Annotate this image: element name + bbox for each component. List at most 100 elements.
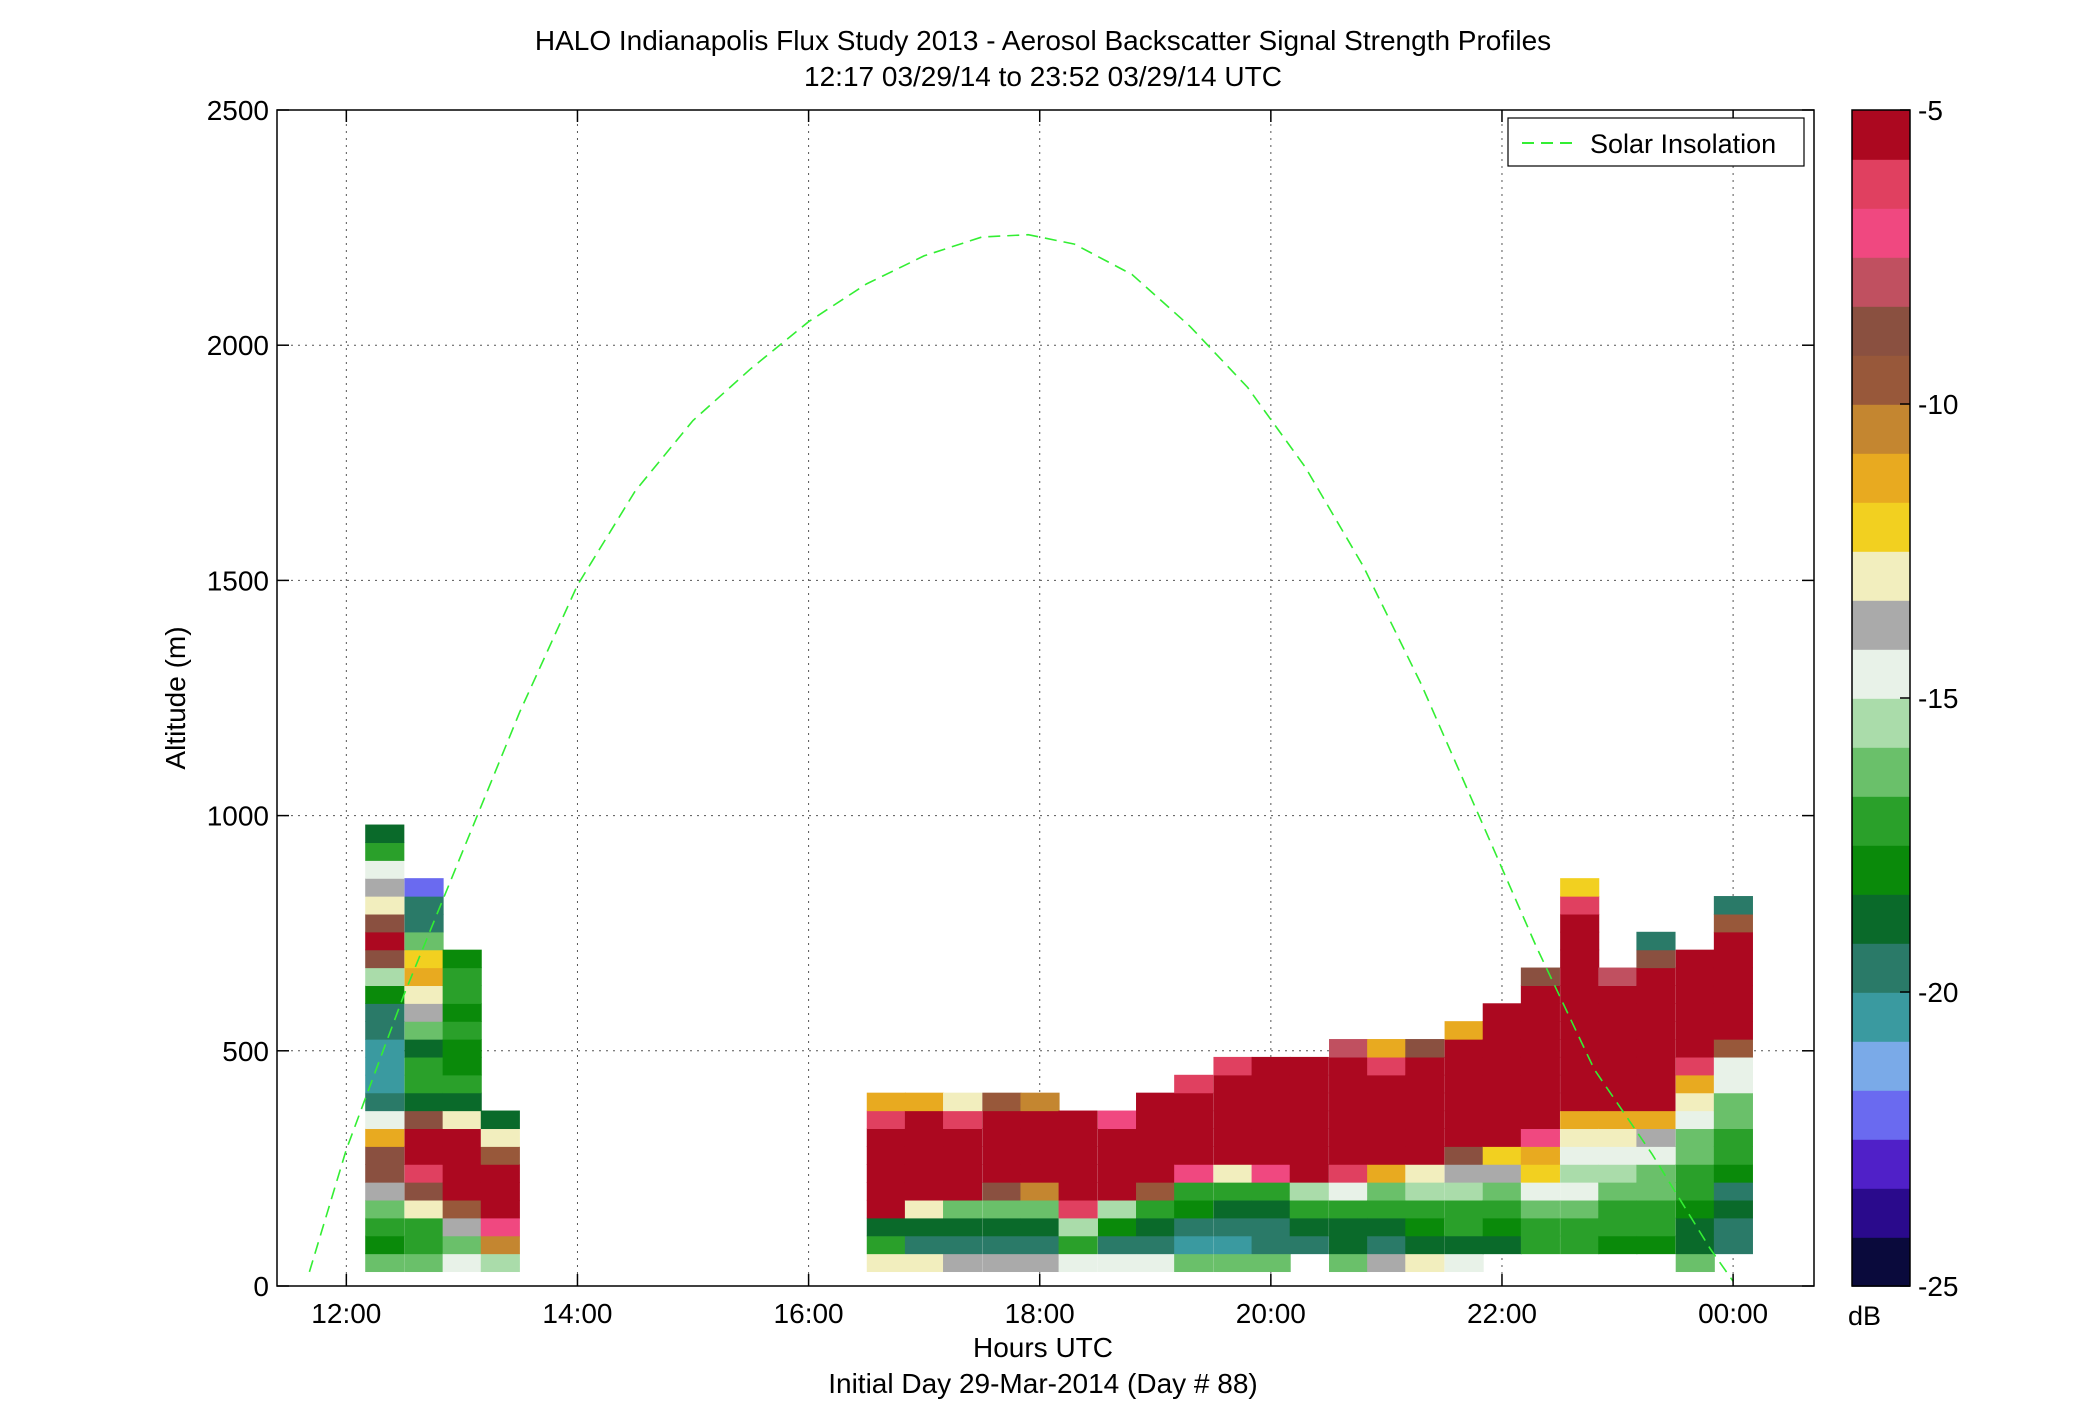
heatmap-cell <box>1713 1039 1753 1058</box>
heatmap-cell <box>365 1074 405 1094</box>
heatmap-cell <box>1560 1110 1600 1130</box>
heatmap-cell <box>404 878 444 897</box>
heatmap-cell <box>1482 1146 1522 1165</box>
heatmap-cell <box>943 1128 983 1147</box>
heatmap-cell <box>1020 1128 1060 1147</box>
heatmap-cell <box>904 1199 945 1219</box>
heatmap-cell <box>1560 1092 1600 1112</box>
heatmap-cell <box>943 1092 983 1112</box>
heatmap-cell <box>1636 1217 1676 1237</box>
colorbar-swatch <box>1852 404 1910 454</box>
heatmap-cell <box>480 1253 520 1273</box>
y-tick-label: 0 <box>253 1271 269 1302</box>
heatmap-cell <box>1329 1199 1369 1219</box>
heatmap-cell <box>1097 1199 1138 1219</box>
heatmap-cell <box>1405 1235 1445 1255</box>
heatmap-cell <box>1251 1164 1291 1183</box>
heatmap-cell <box>1482 1217 1522 1237</box>
heatmap-cell <box>404 896 444 915</box>
heatmap-cell <box>1444 1182 1484 1201</box>
heatmap-cell <box>1251 1235 1291 1255</box>
heatmap-cell <box>866 1199 906 1219</box>
heatmap-cell <box>1058 1217 1098 1237</box>
heatmap-cell <box>1713 1128 1753 1147</box>
heatmap-cell <box>1636 967 1676 987</box>
heatmap-cell <box>404 913 444 933</box>
heatmap-cell <box>365 967 405 987</box>
heatmap-cell <box>1713 1217 1753 1237</box>
heatmap-cell <box>1636 931 1676 951</box>
colorbar-swatch <box>1852 1139 1910 1189</box>
x-axis-label: Hours UTC <box>973 1332 1113 1363</box>
heatmap-cell <box>1367 1056 1407 1076</box>
heatmap-cell <box>365 1235 405 1255</box>
heatmap-cell <box>1097 1235 1138 1255</box>
heatmap-cell <box>1560 1199 1600 1219</box>
heatmap-cell <box>1675 1003 1715 1022</box>
heatmap-cell <box>404 1164 444 1183</box>
heatmap-cell <box>1598 1039 1638 1058</box>
colorbar-swatch <box>1852 698 1910 748</box>
heatmap-cell <box>1405 1110 1445 1130</box>
heatmap-cell <box>365 985 405 1004</box>
heatmap-cell <box>1598 1110 1638 1130</box>
heatmap-cell <box>442 1146 482 1165</box>
heatmap-cell <box>404 1217 444 1237</box>
heatmap-cell <box>1136 1164 1176 1183</box>
heatmap-cell <box>1560 1128 1600 1147</box>
heatmap-cells <box>365 824 1753 1273</box>
heatmap-cell <box>442 1253 482 1273</box>
heatmap-cell <box>365 878 405 897</box>
heatmap-cell <box>1520 1003 1560 1022</box>
heatmap-cell <box>866 1217 906 1237</box>
heatmap-cell <box>1136 1128 1176 1147</box>
heatmap-cell <box>1174 1182 1214 1201</box>
heatmap-cell <box>442 1092 482 1112</box>
heatmap-cell <box>1482 1235 1522 1255</box>
heatmap-cell <box>866 1182 906 1201</box>
heatmap-cell <box>1482 1128 1522 1147</box>
heatmap-cell <box>1598 1021 1638 1040</box>
heatmap-cell <box>480 1217 520 1237</box>
heatmap-cell <box>1213 1253 1253 1273</box>
heatmap-cell <box>1367 1253 1407 1273</box>
heatmap-cell <box>1713 1003 1753 1022</box>
heatmap-cell <box>1636 1199 1676 1219</box>
heatmap-cell <box>1405 1199 1445 1219</box>
heatmap-cell <box>1213 1110 1253 1130</box>
heatmap-cell <box>1520 1110 1560 1130</box>
heatmap-cell <box>1213 1128 1253 1147</box>
colorbar-swatch <box>1852 600 1910 650</box>
heatmap-cell <box>442 985 482 1004</box>
colorbar-tick-label: -25 <box>1918 1271 1958 1302</box>
heatmap-cell <box>365 1128 405 1147</box>
heatmap-cell <box>1020 1146 1060 1165</box>
heatmap-cell <box>1482 1074 1522 1094</box>
heatmap-cell <box>904 1128 945 1147</box>
heatmap-cell <box>1405 1146 1445 1165</box>
heatmap-cell <box>365 1021 405 1040</box>
heatmap-cell <box>1675 1056 1715 1076</box>
heatmap-cell <box>1598 1217 1638 1237</box>
heatmap-cell <box>904 1253 945 1273</box>
x-tick-label: 14:00 <box>542 1298 612 1329</box>
heatmap-cell <box>1020 1110 1060 1130</box>
heatmap-cell <box>480 1164 520 1183</box>
heatmap-cell <box>1560 878 1600 897</box>
heatmap-cell <box>1058 1235 1098 1255</box>
heatmap-cell <box>1251 1199 1291 1219</box>
colorbar-swatch <box>1852 257 1910 307</box>
heatmap-cell <box>1520 1146 1560 1165</box>
heatmap-cell <box>1482 1092 1522 1112</box>
heatmap-cell <box>1136 1146 1176 1165</box>
heatmap-cell <box>943 1182 983 1201</box>
heatmap-cell <box>1405 1056 1445 1076</box>
heatmap-cell <box>1598 1182 1638 1201</box>
heatmap-cell <box>1097 1110 1138 1130</box>
heatmap-cell <box>1444 1092 1484 1112</box>
heatmap-cell <box>1329 1056 1369 1076</box>
heatmap-cell <box>1405 1074 1445 1094</box>
heatmap-cell <box>1329 1253 1369 1273</box>
heatmap-cell <box>866 1128 906 1147</box>
